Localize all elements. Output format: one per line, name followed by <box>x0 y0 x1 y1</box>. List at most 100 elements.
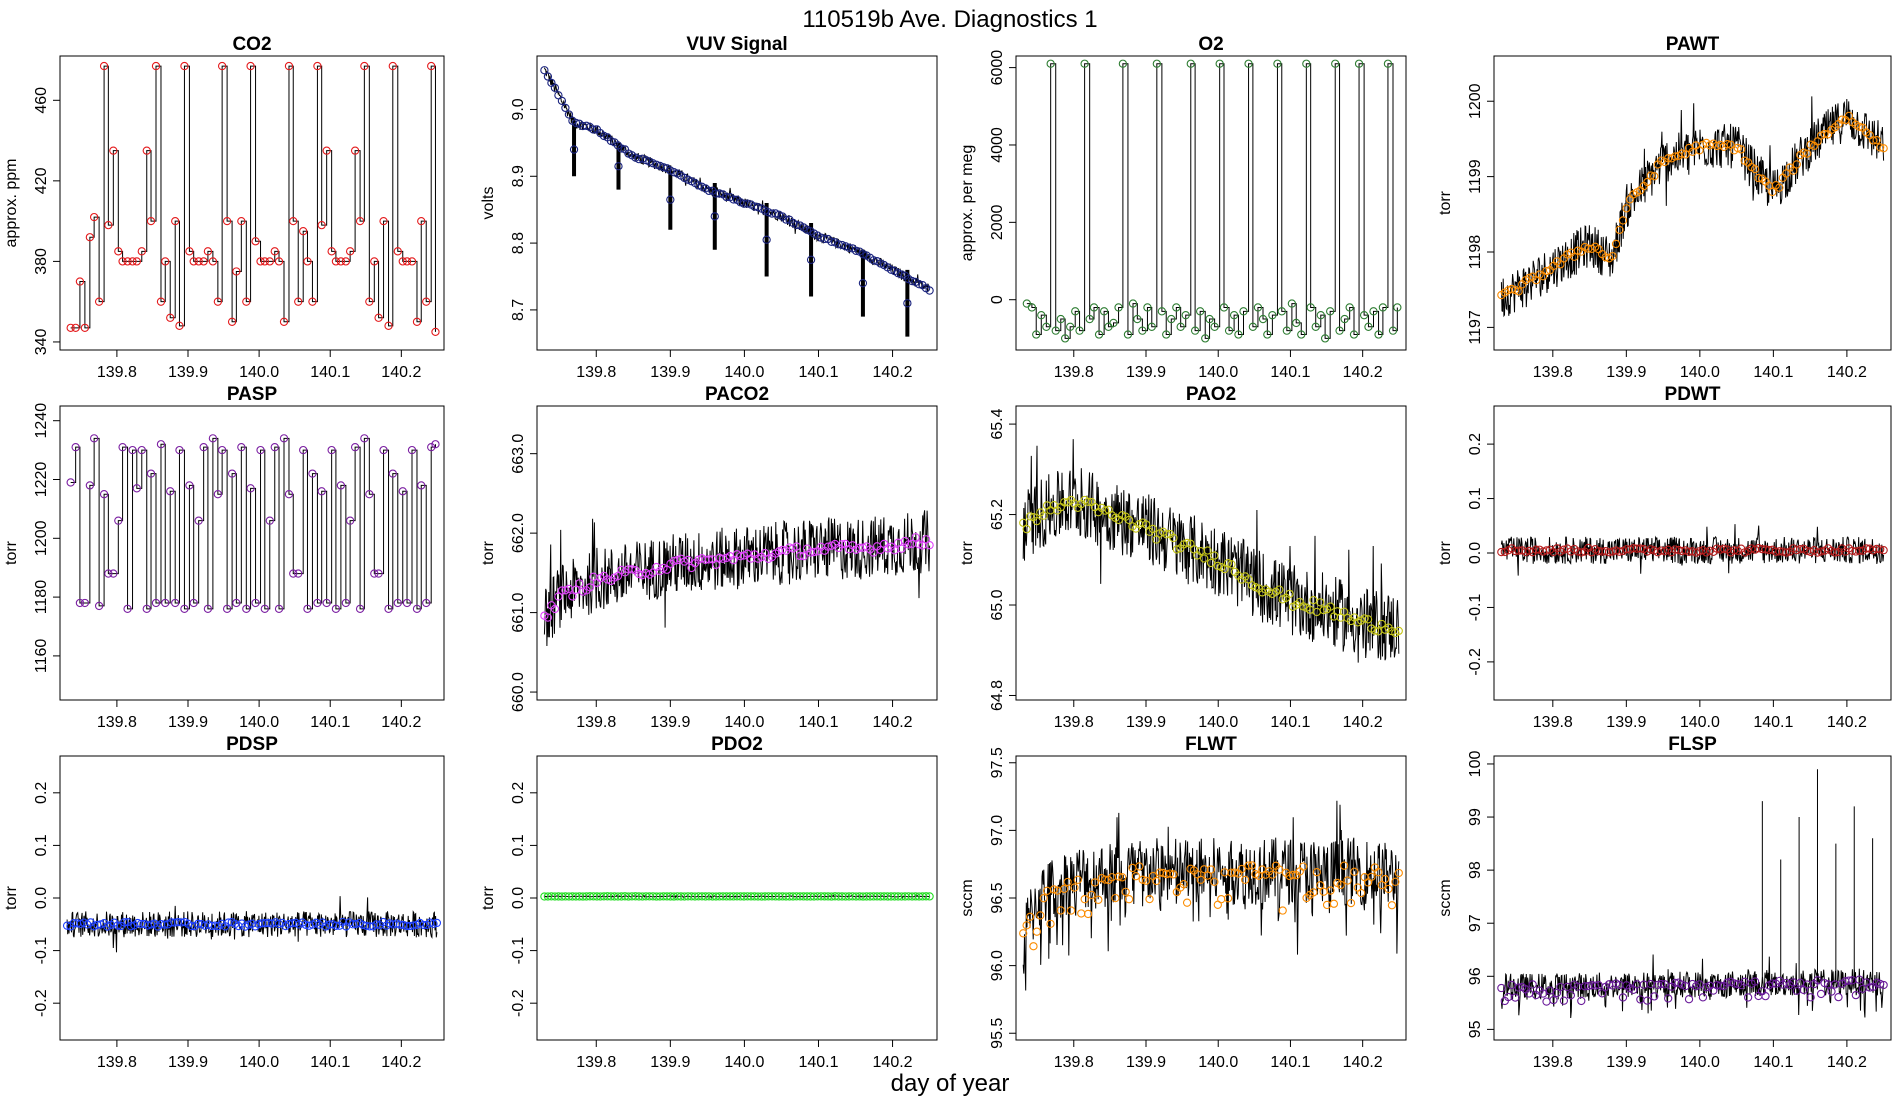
data-point <box>1677 149 1687 158</box>
panel-frame <box>59 55 445 351</box>
data-point <box>1258 314 1268 324</box>
x-tick-label: 139.8 <box>1533 364 1573 381</box>
data-point <box>194 257 203 266</box>
data-point <box>1394 626 1403 636</box>
data-point <box>374 313 383 322</box>
x-tick-label: 139.9 <box>168 364 208 381</box>
data-point <box>1391 877 1400 886</box>
y-tick-label: 95.5 <box>989 1018 1006 1049</box>
y-tick-label: 660.0 <box>510 672 527 712</box>
data-point <box>886 265 896 274</box>
y-tick-label: -0.2 <box>1467 648 1484 676</box>
data-point <box>1646 171 1655 180</box>
data-point <box>799 552 808 561</box>
data-point <box>1597 989 1607 998</box>
data-point <box>1099 307 1109 316</box>
y-axis-label: torr <box>1437 540 1454 565</box>
y-tick-label: 65.4 <box>989 408 1006 439</box>
data-point <box>795 551 805 561</box>
x-tick-label: 139.8 <box>1054 714 1094 731</box>
x-tick-label: 140.0 <box>724 1054 764 1071</box>
panels: CO2 approx. ppm 139.8 139.9 140.0 140.1 140.2 3… <box>3 34 1892 1071</box>
data-point <box>412 604 422 614</box>
data-point <box>1210 322 1219 331</box>
data-point <box>1335 326 1344 335</box>
data-point <box>1131 872 1141 881</box>
x-tick-label: 140.0 <box>1680 364 1720 381</box>
data-point <box>94 297 104 306</box>
dip-point <box>614 162 623 171</box>
x-tick-label: 140.1 <box>1270 714 1310 731</box>
data-point <box>1611 239 1621 249</box>
data-point <box>1083 909 1093 919</box>
data-point <box>331 604 341 614</box>
data-point <box>1363 615 1373 624</box>
data-point <box>1806 140 1815 149</box>
plot-area <box>1497 769 1888 1019</box>
data-point <box>1380 874 1390 884</box>
panel-frame <box>1493 55 1892 351</box>
x-tick-label: 140.0 <box>239 364 279 381</box>
data-point <box>1263 330 1272 339</box>
data-point <box>781 215 791 224</box>
x-tick-label: 140.2 <box>381 364 421 381</box>
y-tick-label: 340 <box>33 328 50 355</box>
data-point <box>213 490 223 499</box>
panel-frame <box>1015 405 1407 701</box>
dip-point <box>710 212 719 221</box>
data-point <box>109 569 118 578</box>
data-point <box>113 921 122 930</box>
data-point <box>1357 888 1366 898</box>
data-point <box>303 257 312 266</box>
data-point <box>568 592 577 601</box>
plot-area <box>66 61 440 337</box>
x-tick-label: 140.0 <box>1198 364 1238 381</box>
data-point <box>1240 875 1250 885</box>
data-point <box>75 598 85 608</box>
data-point <box>1657 979 1666 989</box>
data-point <box>1162 530 1171 539</box>
data-point <box>284 490 294 499</box>
data-point <box>1577 548 1586 557</box>
data-point <box>1559 996 1569 1005</box>
data-point <box>402 598 412 608</box>
data-point <box>99 61 109 71</box>
data-point <box>1292 318 1301 328</box>
data-point <box>907 276 917 286</box>
data-point <box>294 297 303 306</box>
data-point <box>1118 59 1128 68</box>
data-point <box>1089 303 1099 312</box>
data-point <box>1538 989 1548 998</box>
x-tick-label: 140.2 <box>1343 364 1383 381</box>
data-point <box>185 481 194 490</box>
data-point <box>1224 326 1234 335</box>
series-line <box>70 437 436 610</box>
y-tick-label: 1240 <box>33 403 50 439</box>
panel-frame <box>59 405 445 701</box>
data-point <box>213 297 223 306</box>
data-point <box>123 604 132 614</box>
data-point <box>1172 303 1181 312</box>
data-point <box>1152 535 1161 544</box>
panel-title: FLWT <box>1185 734 1237 755</box>
data-point <box>417 216 426 226</box>
data-point <box>921 535 931 544</box>
plot-area <box>1019 439 1403 663</box>
data-point <box>299 227 308 236</box>
data-point <box>1182 538 1192 548</box>
data-point <box>1827 987 1836 996</box>
y-tick-label: 6000 <box>989 50 1006 86</box>
x-tick-label: 140.0 <box>1680 714 1720 731</box>
data-point <box>1374 330 1383 339</box>
data-point <box>1837 115 1847 124</box>
data-point <box>1169 533 1178 543</box>
y-tick-label: 1200 <box>33 520 50 556</box>
data-point <box>1806 993 1815 1002</box>
data-point <box>1306 303 1315 312</box>
data-point <box>1497 983 1506 993</box>
data-point <box>66 323 75 332</box>
data-point <box>1148 524 1158 534</box>
x-tick-label: 140.2 <box>1827 364 1867 381</box>
data-point <box>1359 311 1369 320</box>
data-point <box>1393 303 1402 312</box>
